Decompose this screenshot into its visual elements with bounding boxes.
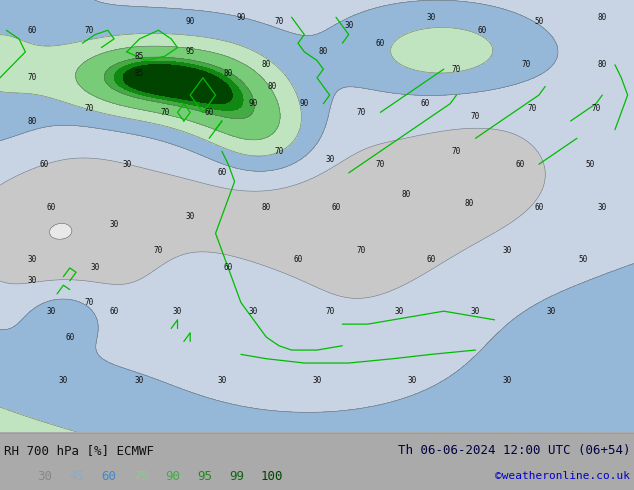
Text: 60: 60 (515, 160, 524, 169)
Text: 30: 30 (110, 220, 119, 229)
Text: 70: 70 (452, 147, 461, 156)
Text: 80: 80 (401, 190, 410, 199)
Text: 30: 30 (59, 376, 68, 385)
Text: 60: 60 (27, 26, 36, 35)
Text: 30: 30 (344, 22, 353, 30)
Text: 30: 30 (598, 203, 607, 212)
Text: 70: 70 (357, 108, 366, 117)
Text: 70: 70 (275, 17, 283, 26)
Text: 60: 60 (420, 99, 429, 108)
Text: 60: 60 (65, 333, 74, 342)
Text: 70: 70 (84, 298, 93, 307)
Text: 95: 95 (197, 469, 212, 483)
Text: 50: 50 (534, 17, 543, 26)
Text: 30: 30 (249, 307, 258, 316)
Text: 30: 30 (186, 212, 195, 220)
Text: 80: 80 (262, 203, 271, 212)
Text: 80: 80 (598, 60, 607, 69)
Text: 30: 30 (217, 376, 226, 385)
Text: 70: 70 (84, 26, 93, 35)
Text: 70: 70 (452, 65, 461, 74)
Text: 60: 60 (205, 108, 214, 117)
Text: 99: 99 (229, 469, 244, 483)
Text: 80: 80 (224, 69, 233, 78)
Text: 70: 70 (325, 307, 334, 316)
Text: 70: 70 (160, 108, 169, 117)
Text: 80: 80 (465, 198, 474, 208)
Text: ©weatheronline.co.uk: ©weatheronline.co.uk (495, 471, 630, 481)
Text: 60: 60 (294, 255, 302, 264)
Text: 80: 80 (598, 13, 607, 22)
Text: 80: 80 (319, 48, 328, 56)
Text: 30: 30 (122, 160, 131, 169)
Text: 80: 80 (262, 60, 271, 69)
Text: 60: 60 (101, 469, 116, 483)
Text: 30: 30 (313, 376, 321, 385)
Text: 15: 15 (5, 469, 20, 483)
Text: 30: 30 (547, 307, 556, 316)
Text: 85: 85 (135, 69, 144, 78)
Text: 70: 70 (357, 246, 366, 255)
Text: 70: 70 (27, 74, 36, 82)
Text: 90: 90 (165, 469, 180, 483)
Text: 30: 30 (27, 276, 36, 285)
Text: 30: 30 (503, 376, 512, 385)
Text: 60: 60 (376, 39, 385, 48)
Text: Th 06-06-2024 12:00 UTC (06+54): Th 06-06-2024 12:00 UTC (06+54) (398, 444, 630, 457)
Text: 60: 60 (477, 26, 486, 35)
Text: 60: 60 (217, 169, 226, 177)
Text: 30: 30 (46, 307, 55, 316)
Text: 70: 70 (84, 103, 93, 113)
Text: 60: 60 (40, 160, 49, 169)
Text: 70: 70 (275, 147, 283, 156)
Text: 60: 60 (427, 255, 436, 264)
Text: 75: 75 (133, 469, 148, 483)
Text: 30: 30 (471, 307, 480, 316)
Text: 45: 45 (69, 469, 84, 483)
Text: 60: 60 (110, 307, 119, 316)
Text: 70: 70 (154, 246, 163, 255)
Text: 70: 70 (528, 103, 537, 113)
Text: 30: 30 (503, 246, 512, 255)
Text: 80: 80 (268, 82, 277, 91)
Text: 30: 30 (37, 469, 52, 483)
Text: 90: 90 (300, 99, 309, 108)
Text: 70: 70 (471, 112, 480, 121)
Text: 70: 70 (592, 103, 600, 113)
Text: 30: 30 (173, 307, 182, 316)
Text: 70: 70 (522, 60, 531, 69)
Text: 80: 80 (27, 117, 36, 125)
Text: 90: 90 (249, 99, 258, 108)
Text: 30: 30 (91, 264, 100, 272)
Text: 70: 70 (376, 160, 385, 169)
Text: 60: 60 (46, 203, 55, 212)
Text: 50: 50 (579, 255, 588, 264)
Text: 100: 100 (261, 469, 283, 483)
Text: 30: 30 (395, 307, 404, 316)
Text: 30: 30 (27, 255, 36, 264)
Text: 50: 50 (585, 160, 594, 169)
Text: 90: 90 (186, 17, 195, 26)
Text: 30: 30 (427, 13, 436, 22)
Text: 95: 95 (186, 48, 195, 56)
Text: 30: 30 (325, 155, 334, 165)
Text: 30: 30 (408, 376, 417, 385)
Text: 60: 60 (224, 264, 233, 272)
Text: 30: 30 (135, 376, 144, 385)
Text: 60: 60 (534, 203, 543, 212)
Text: 90: 90 (236, 13, 245, 22)
Text: 60: 60 (332, 203, 340, 212)
Text: RH 700 hPa [%] ECMWF: RH 700 hPa [%] ECMWF (4, 444, 154, 457)
Text: 85: 85 (135, 51, 144, 61)
